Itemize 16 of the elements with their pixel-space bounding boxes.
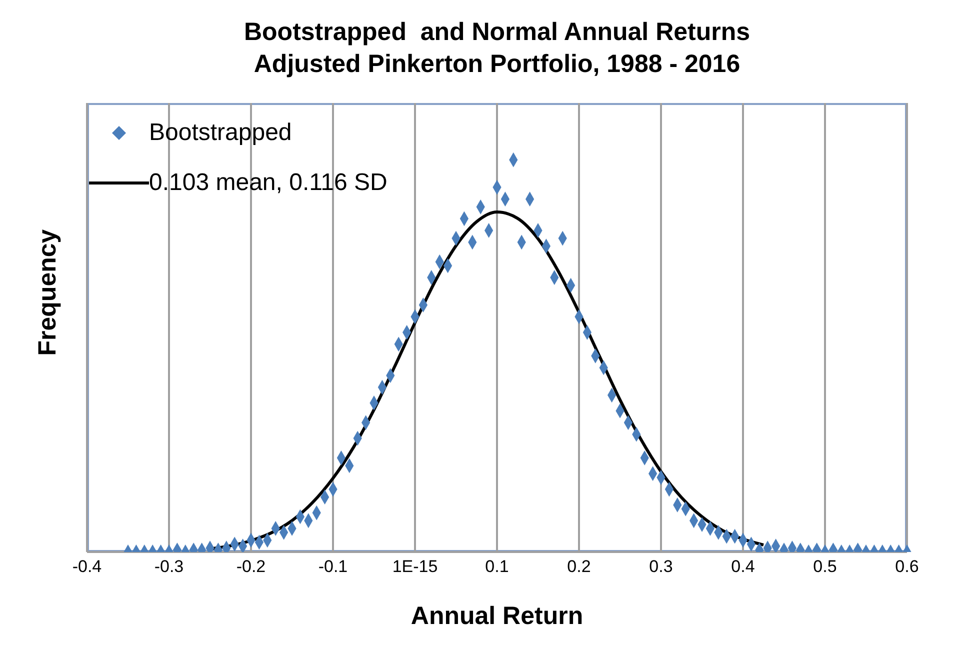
- chart-title: Bootstrapped and Normal Annual Returns Adjusted Pinkerton Portfolio, 1988 - 2016: [242, 17, 752, 80]
- x-tick-label: 1E-15: [392, 557, 438, 576]
- x-tick-label: 0.3: [649, 557, 673, 576]
- x-tick-label: -0.3: [154, 557, 184, 576]
- y-axis-title: Frequency: [34, 229, 62, 356]
- x-tick-label: 0.1: [485, 557, 509, 576]
- x-tick-label: -0.4: [72, 557, 102, 576]
- x-tick-label: -0.2: [236, 557, 266, 576]
- legend-label: 0.103 mean, 0.116 SD: [149, 168, 388, 198]
- x-tick-label: -0.1: [318, 557, 348, 576]
- x-tick-label: 0.5: [813, 557, 837, 576]
- x-tick-label: 0.2: [567, 557, 591, 576]
- legend-label: Bootstrapped: [149, 118, 292, 148]
- x-tick-label: 0.4: [731, 557, 755, 576]
- x-axis-title: Annual Return: [410, 602, 584, 631]
- x-tick-label: 0.6: [895, 557, 919, 576]
